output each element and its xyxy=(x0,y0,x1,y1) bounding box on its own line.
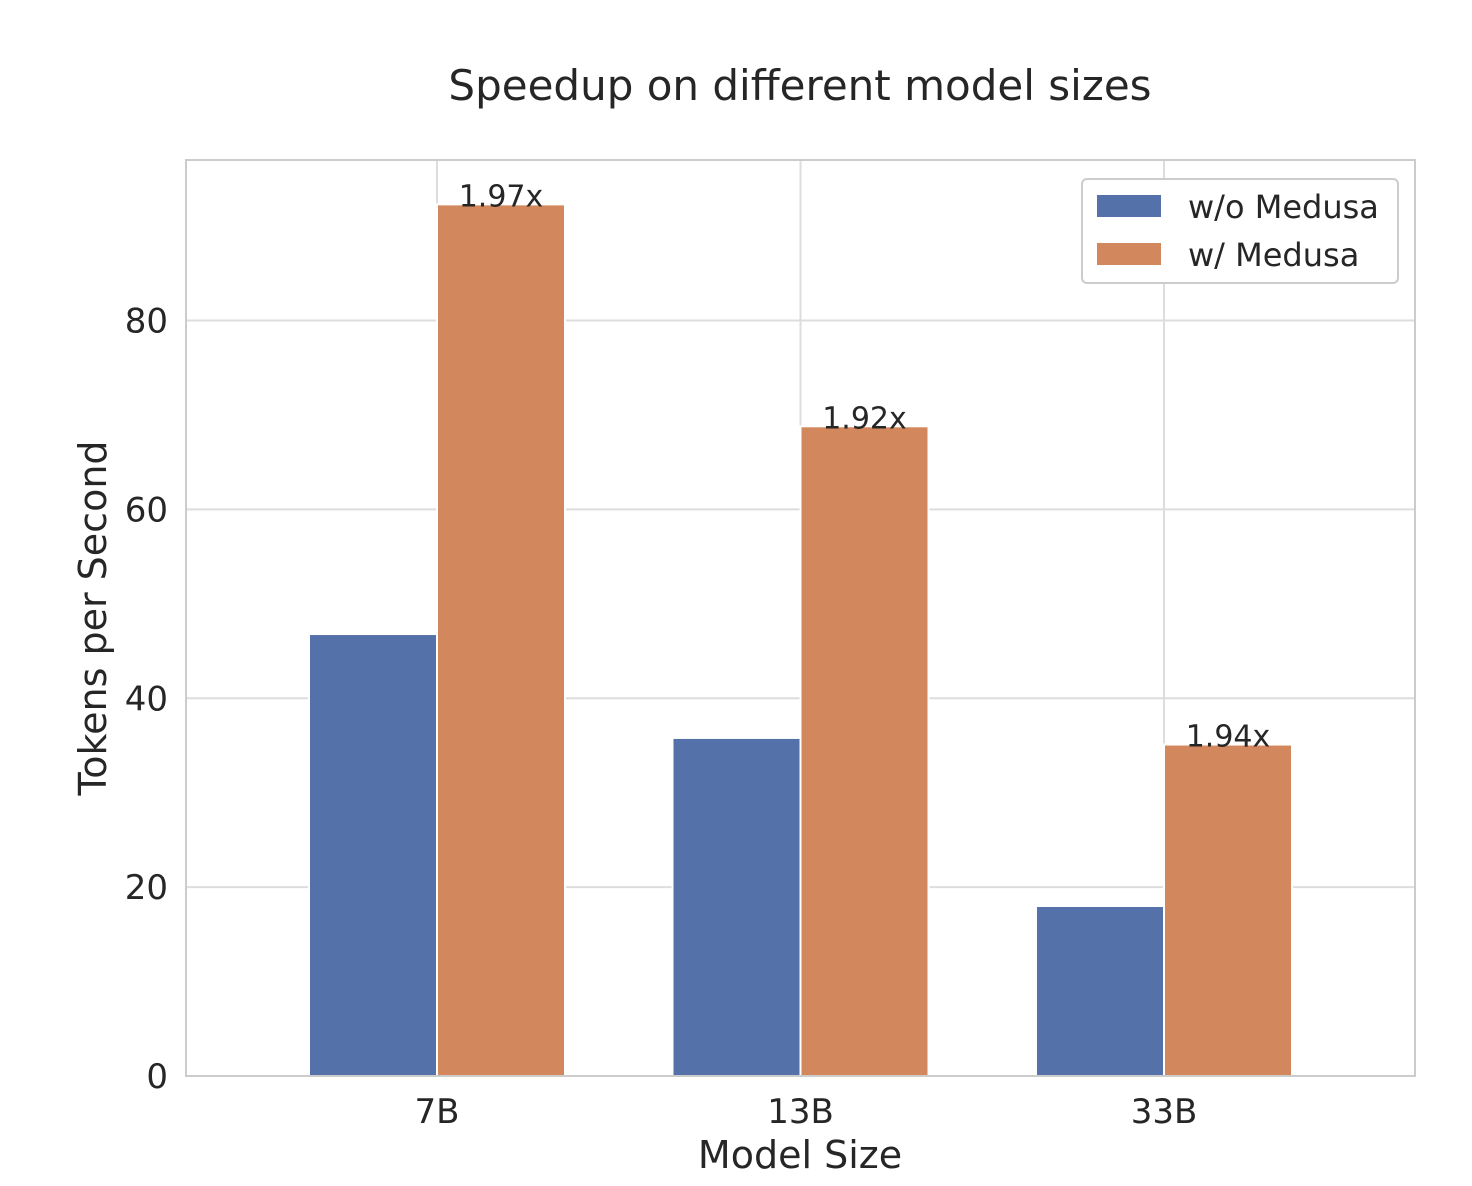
bar-wo-medusa-13b xyxy=(671,736,802,1077)
y-axis-label: Tokens per Second xyxy=(71,440,115,796)
x-axis-label: Model Size xyxy=(698,1133,902,1177)
chart-title: Speedup on different model sizes xyxy=(448,61,1151,110)
x-axis-ticks: 7B 13B 33B xyxy=(415,1092,1198,1132)
speedup-label: 1.97x xyxy=(459,179,544,214)
x-tick-label: 13B xyxy=(767,1092,834,1132)
x-tick-label: 7B xyxy=(415,1092,460,1132)
y-tick-label: 80 xyxy=(125,302,168,342)
y-tick-label: 60 xyxy=(125,490,168,530)
y-axis-ticks: 0 20 40 60 80 xyxy=(125,302,168,1097)
legend: w/o Medusa w/ Medusa xyxy=(1081,178,1399,284)
y-tick-label: 40 xyxy=(125,679,168,719)
bar-w-medusa-13b xyxy=(799,425,930,1077)
plot-frame xyxy=(185,159,1416,1077)
legend-swatch-w-medusa xyxy=(1097,243,1161,265)
bars xyxy=(308,203,1293,1078)
bar-wo-medusa-33b xyxy=(1035,905,1165,1078)
speedup-label: 1.92x xyxy=(822,401,907,436)
bar-wo-medusa-7b xyxy=(308,633,438,1077)
y-tick-label: 20 xyxy=(125,868,168,908)
bar-w-medusa-33b xyxy=(1163,743,1293,1078)
y-tick-label: 0 xyxy=(146,1057,168,1097)
legend-swatch-wo-medusa xyxy=(1097,195,1161,217)
x-tick-label: 33B xyxy=(1131,1092,1198,1132)
legend-label-wo-medusa: w/o Medusa xyxy=(1188,188,1379,226)
speedup-label: 1.94x xyxy=(1186,720,1271,755)
bar-w-medusa-7b xyxy=(436,203,566,1078)
data-labels: 1.97x 1.92x 1.94x xyxy=(459,179,1271,754)
legend-label-w-medusa: w/ Medusa xyxy=(1188,236,1359,274)
